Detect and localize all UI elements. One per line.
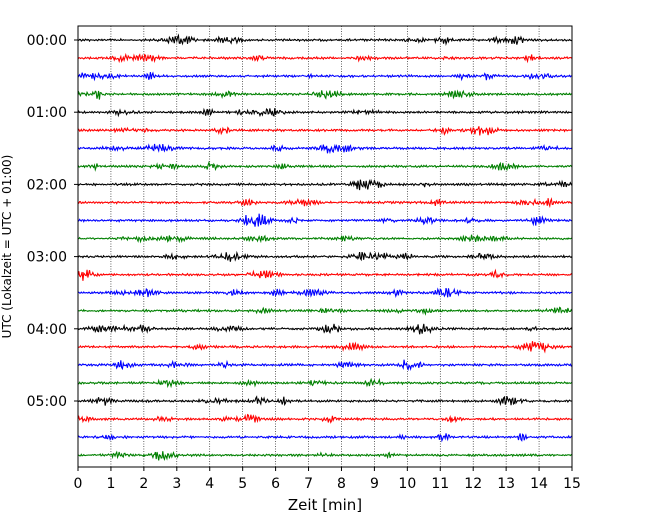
x-tick-label: 15 [563, 476, 581, 492]
y-tick-label: 03:00 [27, 250, 67, 266]
x-axis-ticks: 0 1 2 3 4 5 6 7 8 9 10 11 12 13 14 15 [74, 467, 581, 492]
plot-frame [77, 25, 573, 468]
y-tick-label: 05:00 [27, 394, 67, 410]
y-axis-label: UTC (Lokalzeit = UTC + 01:00) [0, 155, 14, 339]
y-tick-label: 01:00 [27, 105, 67, 121]
y-axis-ticks: 00:00 01:00 02:00 03:00 04:00 05:00 [27, 33, 78, 410]
x-tick-label: 12 [464, 476, 482, 492]
x-tick-label: 11 [431, 476, 449, 492]
x-tick-label: 6 [271, 476, 280, 492]
x-tick-label: 0 [74, 476, 83, 492]
x-tick-label: 13 [497, 476, 515, 492]
x-tick-label: 9 [370, 476, 379, 492]
seismic-trace [77, 52, 573, 64]
seismic-trace [77, 450, 573, 461]
grid-lines [110, 26, 540, 467]
y-tick-label: 04:00 [27, 322, 67, 338]
x-tick-label: 4 [205, 476, 214, 492]
seismic-trace [77, 377, 573, 389]
seismic-trace [77, 359, 573, 372]
x-tick-label: 1 [106, 476, 115, 492]
x-tick-label: 5 [238, 476, 247, 492]
seismic-trace [77, 213, 573, 227]
seismic-trace [77, 71, 573, 82]
x-tick-label: 14 [530, 476, 548, 492]
x-tick-label: 10 [398, 476, 416, 492]
seismic-trace [77, 287, 573, 299]
x-tick-label: 3 [172, 476, 181, 492]
seismic-trace [77, 178, 573, 191]
seismic-trace [77, 268, 573, 281]
seismic-trace [77, 341, 573, 354]
y-tick-label: 00:00 [27, 33, 67, 49]
x-tick-label: 7 [304, 476, 313, 492]
y-tick-label: 02:00 [27, 177, 67, 193]
seismic-trace [77, 413, 573, 424]
seismic-trace [77, 89, 573, 100]
seismic-trace [77, 395, 573, 407]
seismic-trace [77, 433, 573, 443]
seismic-trace [77, 143, 573, 155]
seismic-trace [77, 33, 573, 47]
seismic-trace [77, 250, 573, 262]
seismic-trace [77, 160, 573, 172]
x-tick-label: 2 [139, 476, 148, 492]
x-tick-label: 8 [337, 476, 346, 492]
seismic-traces [77, 33, 573, 461]
x-axis-label: Zeit [min] [288, 496, 362, 514]
seismic-trace [77, 234, 573, 244]
seismic-trace [77, 323, 573, 335]
seismic-trace [77, 126, 573, 136]
seismic-trace [77, 107, 573, 118]
seismic-trace [77, 197, 573, 209]
seismic-trace [77, 306, 573, 316]
